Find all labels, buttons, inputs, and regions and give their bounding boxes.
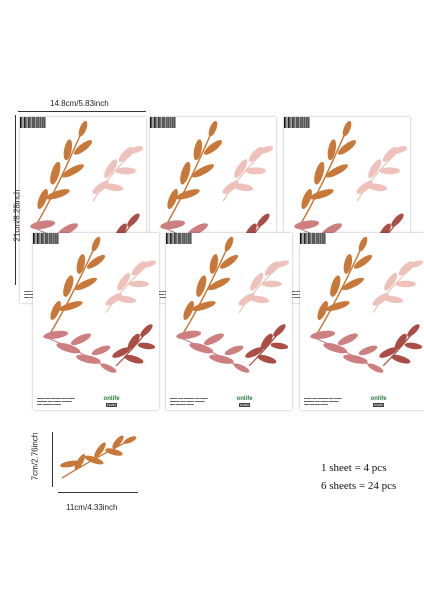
brand-logo: onlife: [370, 396, 387, 402]
sheet-width-label: 14.8cm/5.83inch: [50, 99, 109, 108]
leaf-sample-stem: [61, 437, 135, 479]
orange-branch-sticker: [49, 236, 106, 333]
per-sheet-caption: 1 sheet = 4 pcs: [321, 462, 387, 474]
leaf-sample-leaves: [60, 435, 137, 470]
pink-branch-sticker: [238, 260, 290, 313]
pink-branch-sticker: [92, 146, 144, 202]
pink-branch-sticker: [222, 146, 274, 202]
orange-branch-sticker: [300, 120, 357, 223]
orange-branch-sticker: [316, 236, 373, 333]
red-branch-sticker: [245, 324, 289, 367]
orange-branch-sticker: [36, 120, 93, 223]
sticker-sheet: onlife PA256 ▬▬▬ ▬▬ ▬▬▬▬ ▬▬ ▬▬▬▬▬▬▬ ▬▬ ▬…: [166, 233, 292, 410]
barcode-icon: [150, 117, 176, 128]
barcode-icon: [166, 233, 192, 244]
barcode-icon: [284, 117, 310, 128]
brand-logo: onlife: [103, 396, 120, 402]
red-branch-sticker: [112, 324, 156, 367]
total-caption: 6 sheets = 24 pcs: [321, 480, 397, 492]
sheet-height-line: [15, 115, 16, 285]
rose-branch-sticker: [176, 330, 250, 373]
sheet-info-text: ▬▬▬ ▬▬ ▬▬▬▬ ▬▬ ▬▬▬▬▬▬▬ ▬▬ ▬▬▬ ▬▬▬▬▬▬ ▬▬▬…: [170, 397, 208, 406]
leaf-sample: [60, 435, 137, 479]
sheet-code: PA256: [239, 403, 250, 407]
pink-branch-sticker: [105, 260, 157, 313]
sticker-sheet: onlife PA256 ▬▬▬ ▬▬ ▬▬▬▬ ▬▬ ▬▬▬▬▬▬▬ ▬▬ ▬…: [300, 233, 424, 410]
barcode-icon: [300, 233, 326, 244]
sheet-info-text: ▬▬▬ ▬▬ ▬▬▬▬ ▬▬ ▬▬▬▬▬▬▬ ▬▬ ▬▬▬ ▬▬▬▬▬▬ ▬▬▬…: [304, 397, 342, 406]
sheet-width-line: [18, 111, 146, 112]
orange-branch-sticker: [166, 120, 223, 223]
leaf-height-line: [52, 432, 53, 487]
sheet-code: PA256: [106, 403, 117, 407]
barcode-icon: [20, 117, 46, 128]
sticker-sheet: onlife PA256 ▬▬▬ ▬▬ ▬▬▬▬ ▬▬ ▬▬▬▬▬▬▬ ▬▬ ▬…: [33, 233, 159, 410]
orange-branch-sticker: [182, 236, 239, 333]
pink-branch-sticker: [372, 260, 424, 313]
leaf-height-label: 7cm/2.76inch: [30, 432, 40, 481]
brand-logo: onlife: [236, 396, 253, 402]
leaf-width-label: 11cm/4.33inch: [66, 503, 118, 512]
barcode-icon: [33, 233, 59, 244]
pink-branch-sticker: [356, 146, 408, 202]
sheet-info-text: ▬▬▬ ▬▬ ▬▬▬▬ ▬▬ ▬▬▬▬▬▬▬ ▬▬ ▬▬▬ ▬▬▬▬▬▬ ▬▬▬…: [37, 397, 75, 406]
rose-branch-sticker: [43, 330, 117, 373]
leaf-width-line: [58, 492, 138, 493]
sheet-code: PA256: [373, 403, 384, 407]
rose-branch-sticker: [310, 330, 384, 373]
red-branch-sticker: [379, 324, 423, 367]
